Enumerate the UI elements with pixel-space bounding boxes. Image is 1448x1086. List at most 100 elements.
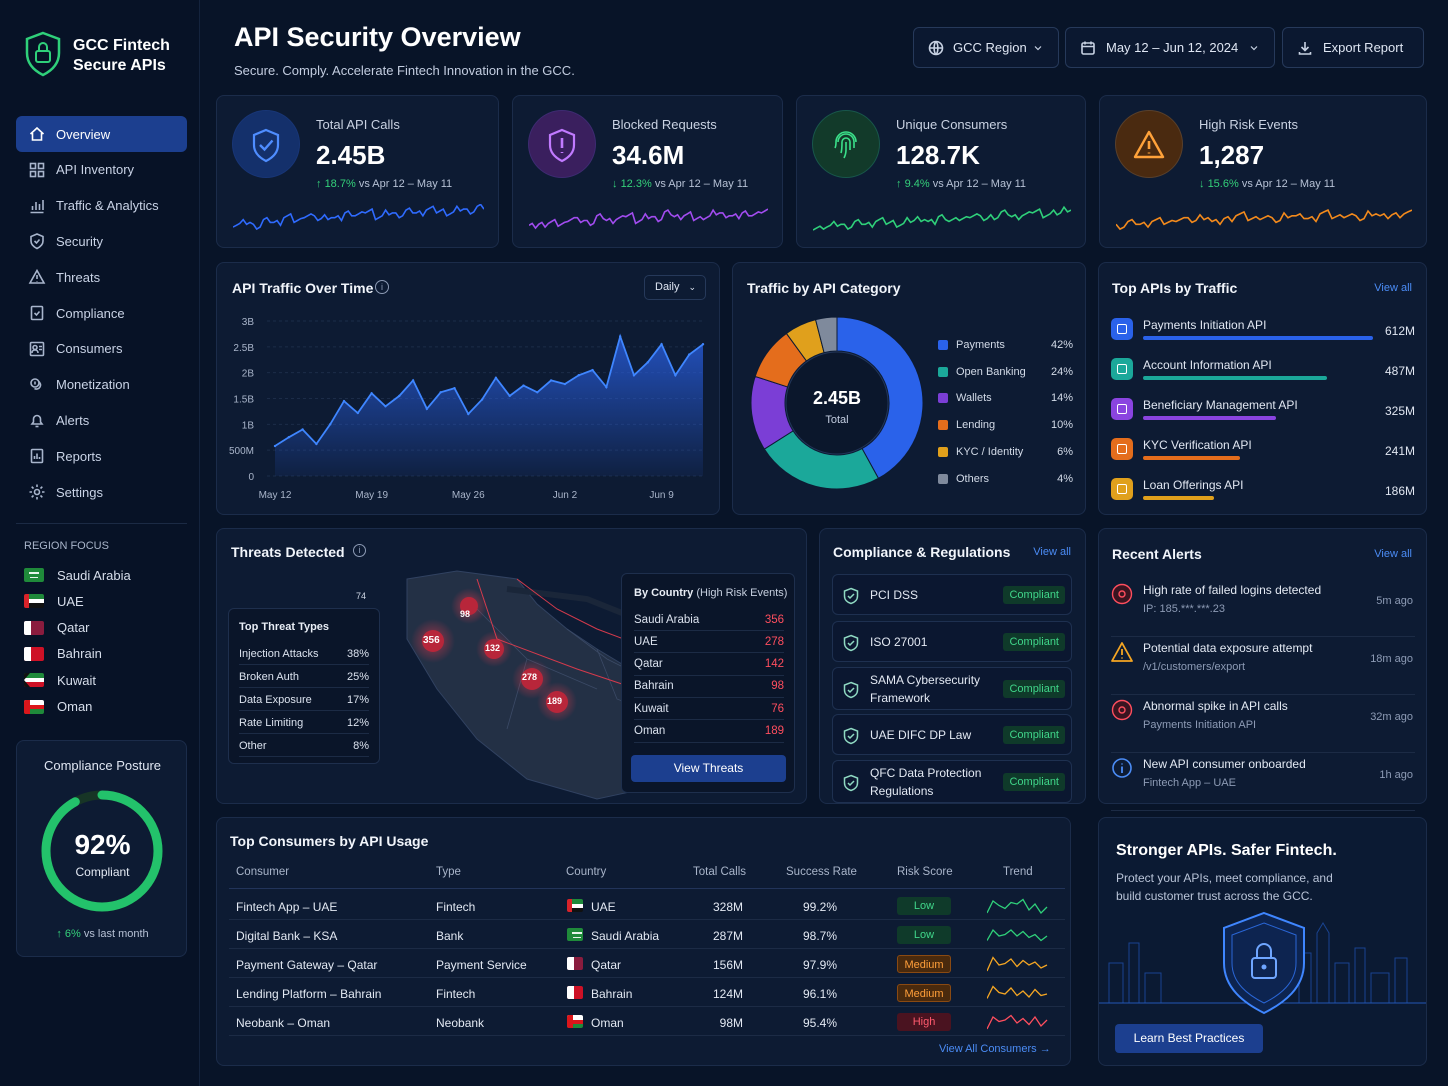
traffic-point[interactable] [425,407,429,411]
traffic-point[interactable] [453,386,456,390]
region-select[interactable]: GCC Region [913,27,1059,68]
col-header-risk-score[interactable]: Risk Score [897,866,953,878]
nav-item-settings[interactable]: Settings [16,474,187,510]
traffic-point[interactable] [287,436,291,439]
traffic-point[interactable] [494,376,498,380]
nav-item-monetization[interactable]: Monetization [16,367,187,403]
traffic-point[interactable] [384,405,387,408]
traffic-point[interactable] [508,394,511,398]
view-threats-button[interactable]: View Threats [631,755,786,782]
region-item-uae[interactable]: UAE [24,590,84,612]
threat-type-row[interactable]: Broken Auth 25% [239,666,369,688]
api-item[interactable]: Beneficiary Management API 325M [1111,394,1415,430]
compliance-item[interactable]: QFC Data Protection Regulations Compliant [832,760,1072,803]
traffic-point[interactable] [329,423,332,426]
country-row[interactable]: Saudi Arabia 356 [634,609,784,631]
legend-item[interactable]: Lending 10% [938,417,1073,433]
region-item-oman[interactable]: Oman [24,696,92,718]
country-row[interactable]: Bahrain 98 [634,676,784,698]
col-header-type[interactable]: Type [436,866,461,878]
table-row[interactable]: Fintech App – UAE Fintech UAE 328M 99.2% Low [229,891,1065,920]
traffic-point[interactable] [439,391,442,394]
threat-type-row[interactable]: Data Exposure 17% [239,689,369,711]
nav-item-reports[interactable]: Reports [16,438,187,474]
region-item-kuwait[interactable]: Kuwait [24,669,96,691]
compliance-view-all-link[interactable]: View all [1033,546,1071,558]
legend-item[interactable]: KYC / Identity 6% [938,444,1073,460]
export-report-button[interactable]: Export Report [1282,27,1424,68]
traffic-point[interactable] [536,391,539,394]
traffic-point[interactable] [563,382,567,386]
nav-item-api-inventory[interactable]: API Inventory [16,152,187,188]
traffic-point[interactable] [618,335,622,338]
traffic-point[interactable] [605,385,608,389]
api-item[interactable]: Payments Initiation API 612M [1111,314,1415,350]
col-header-country[interactable]: Country [566,866,607,878]
stat-card-total-api-calls[interactable]: Total API Calls 2.45B ↑ 18.7% vs Apr 12 – … [216,95,499,248]
country-row[interactable]: UAE 278 [634,631,784,654]
traffic-point[interactable] [646,361,649,364]
traffic-point[interactable] [467,412,470,416]
traffic-point[interactable] [687,353,691,356]
map-marker-label[interactable]: 356 [423,635,440,646]
map-marker-label[interactable]: 132 [485,643,501,653]
traffic-point[interactable] [632,374,636,377]
threat-type-row[interactable]: Rate Limiting 12% [239,712,369,734]
api-item[interactable]: KYC Verification API 241M [1111,434,1415,470]
map-marker-label[interactable]: 278 [522,672,538,682]
map-marker-label[interactable]: 189 [547,696,563,706]
donut-slice-others[interactable] [815,316,838,354]
col-header-trend[interactable]: Trend [1003,866,1033,878]
alert-item[interactable]: High rate of failed logins detected IP: 1… [1111,581,1415,637]
traffic-point[interactable] [301,428,304,431]
date-range-select[interactable]: May 12 – Jun 12, 2024 [1065,27,1275,68]
view-all-consumers-link[interactable]: View All Consumers → [939,1043,1051,1055]
alert-item[interactable]: Potential data exposure attempt/v1/custo… [1111,639,1415,695]
country-row[interactable]: Qatar 142 [634,654,784,676]
threat-type-row[interactable]: Other 8% [239,735,369,757]
traffic-point[interactable] [577,374,580,377]
donut-slice-payments[interactable] [836,316,924,480]
col-header-consumer[interactable]: Consumer [236,866,290,878]
table-row[interactable]: Digital Bank – KSA Bank Saudi Arabia 287M 98… [229,920,1065,949]
table-row[interactable]: Lending Platform – Bahrain Fintech Bahrain… [229,978,1065,1007]
col-header-total-calls[interactable]: Total Calls [693,866,747,878]
nav-item-threats[interactable]: Threats [16,259,187,295]
info-icon[interactable]: i [353,544,366,557]
compliance-item[interactable]: SAMA Cybersecurity Framework Compliant [832,667,1072,710]
region-item-bahrain[interactable]: Bahrain [24,643,102,665]
stat-card-unique-consumers[interactable]: Unique Consumers 128.7K ↑ 9.4% vs Apr 12 –… [796,95,1086,248]
nav-item-overview[interactable]: Overview [16,116,187,152]
table-row[interactable]: Neobank – Oman Neobank Oman 98M 95.4% High [229,1007,1065,1036]
granularity-select[interactable]: Daily ⌄ [644,275,706,300]
traffic-point[interactable] [674,374,677,377]
country-row[interactable]: Oman 189 [634,721,784,743]
legend-item[interactable]: Open Banking 24% [938,364,1073,380]
region-item-qatar[interactable]: Qatar [24,617,90,639]
traffic-point[interactable] [549,379,553,382]
traffic-point[interactable] [356,411,360,415]
legend-item[interactable]: Others 4% [938,471,1073,487]
alerts-view-all-link[interactable]: View all [1374,548,1412,560]
traffic-point[interactable] [591,368,594,372]
legend-item[interactable]: Payments 42% [938,337,1073,353]
country-row[interactable]: Kuwait 76 [634,698,784,721]
alert-item[interactable]: Abnormal spike in API calls Payments Init… [1111,697,1415,753]
map-marker-label[interactable]: 74 [356,591,367,601]
map-marker-label[interactable]: 98 [460,609,471,619]
nav-item-alerts[interactable]: Alerts [16,402,187,438]
top-apis-view-all-link[interactable]: View all [1374,282,1412,294]
legend-item[interactable]: Wallets 14% [938,390,1073,406]
alert-item[interactable]: New API consumer onboarded Fintech App – … [1111,755,1415,811]
nav-item-security[interactable]: Security [16,223,187,259]
nav-item-consumers[interactable]: Consumers [16,331,187,367]
traffic-point[interactable] [660,343,663,346]
traffic-point[interactable] [315,442,318,446]
info-icon[interactable]: i [375,280,389,294]
table-row[interactable]: Payment Gateway – Qatar Payment Service Qa… [229,949,1065,978]
nav-item-compliance[interactable]: Compliance [16,295,187,331]
compliance-item[interactable]: ISO 27001 Compliant [832,621,1072,662]
api-item[interactable]: Loan Offerings API 186M [1111,474,1415,510]
region-item-saudi-arabia[interactable]: Saudi Arabia [24,564,131,586]
traffic-point[interactable] [342,399,346,403]
